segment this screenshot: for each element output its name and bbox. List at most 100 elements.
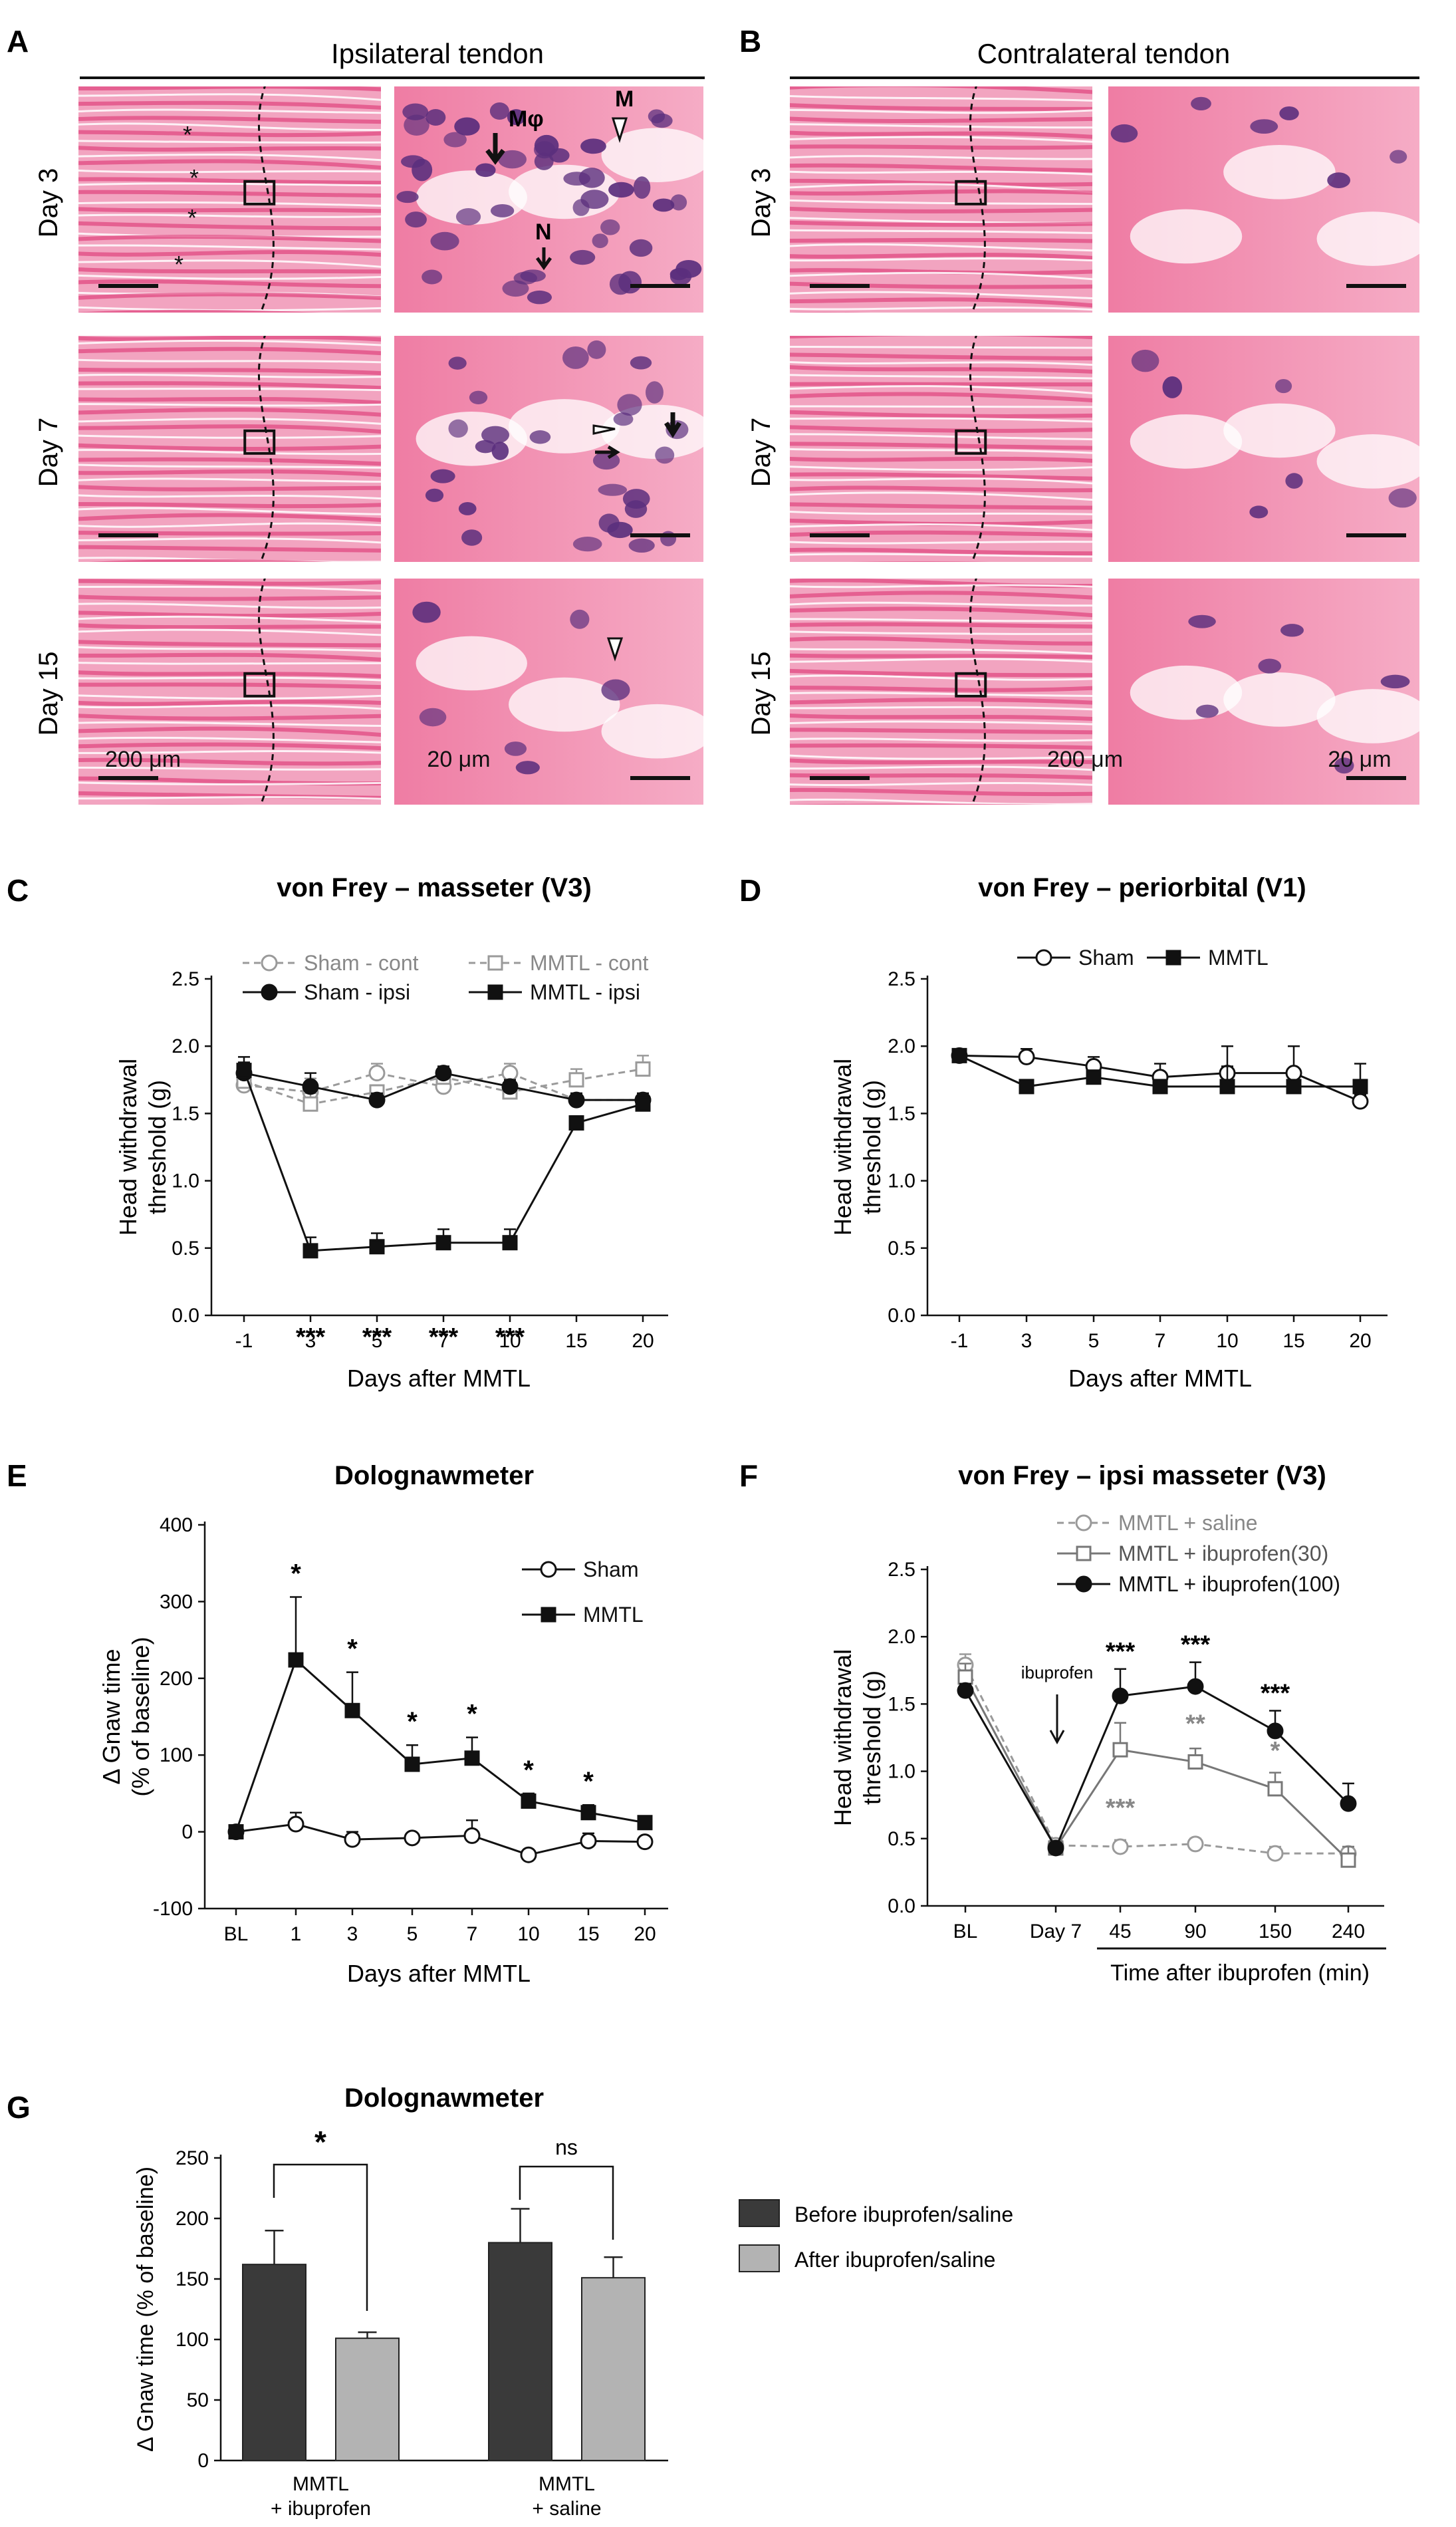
comparison-label: * <box>314 2125 326 2159</box>
x-tick-label: BL <box>953 1921 978 1942</box>
x-tick-label: 20 <box>634 1923 656 1945</box>
micrograph-content <box>1108 86 1419 313</box>
cell-nucleus <box>570 249 596 265</box>
fiber <box>790 365 1092 374</box>
x-tick-label: 3 <box>305 1330 316 1352</box>
cell-nucleus <box>630 356 652 370</box>
y-tick-label: 2.0 <box>888 1626 915 1648</box>
cell-nucleus <box>475 163 496 178</box>
matrix-gap <box>1223 403 1336 458</box>
fiber <box>848 561 991 562</box>
asterisk-marker: * <box>189 164 199 192</box>
row-label-day15-b: Day 15 <box>747 652 776 736</box>
fiber <box>790 163 1092 173</box>
fiber <box>790 601 1092 607</box>
fiber <box>78 501 381 509</box>
significance-bracket <box>273 2163 368 2311</box>
tendon-border <box>969 336 986 562</box>
fiber <box>78 585 381 592</box>
panel-letter-a: A <box>7 24 29 59</box>
series-mmtl <box>951 1047 1368 1095</box>
cell-nucleus <box>660 531 677 547</box>
fiber <box>78 485 381 491</box>
series-line <box>235 1658 646 1833</box>
matrix-gap <box>601 704 703 759</box>
fiber <box>78 182 381 187</box>
fiber <box>78 367 381 376</box>
series-line <box>964 1676 1350 1861</box>
matrix-gap <box>601 128 703 182</box>
cell-nucleus <box>458 502 477 515</box>
micrograph <box>1108 336 1419 562</box>
fiber <box>78 602 381 609</box>
micrograph-content <box>1108 336 1419 562</box>
fiber <box>72 571 388 575</box>
fiber <box>78 122 381 132</box>
series-mmtl-saline <box>957 1653 1357 1862</box>
fiber <box>790 782 1092 787</box>
significance-mark: *** <box>1106 1794 1136 1822</box>
histology-images: **** <box>72 86 1419 814</box>
fiber <box>790 502 1092 510</box>
cell-nucleus <box>489 102 509 120</box>
y-axis-label: Δ Gnaw time (% of baseline) <box>133 2167 158 2452</box>
cell-nucleus <box>607 521 633 539</box>
series-sham <box>227 1811 654 1863</box>
legend-entry: Sham <box>1017 946 1134 970</box>
fiber <box>790 108 1092 114</box>
fiber <box>790 754 1092 760</box>
x-tick-label: 5 <box>372 1330 383 1352</box>
fiber <box>790 220 1092 227</box>
cell-nucleus <box>502 280 529 297</box>
fiber <box>78 86 381 92</box>
y-tick-label: 1.5 <box>888 1103 915 1125</box>
fiber <box>790 257 1092 262</box>
fiber <box>790 312 871 313</box>
chart-F: von Frey – ipsi masseter (V3) 0.0 0.5 1.0 1.… <box>829 1461 1386 1986</box>
fiber <box>78 244 381 251</box>
fiber <box>783 322 1099 326</box>
tendon-border <box>257 336 275 562</box>
cell-nucleus <box>628 538 655 553</box>
fiber <box>783 813 1099 814</box>
fiber <box>790 144 1092 150</box>
fiber <box>78 545 381 553</box>
fiber <box>78 190 381 198</box>
fiber <box>78 662 381 665</box>
legend-entry: MMTL + ibuprofen(100) <box>1057 1572 1340 1596</box>
fiber <box>78 213 381 218</box>
fiber <box>790 297 1092 308</box>
data-point <box>636 1833 654 1851</box>
fiber <box>78 274 381 280</box>
data-point <box>236 1063 252 1079</box>
chart-title: Dolognawmeter <box>344 2083 544 2113</box>
fiber <box>78 537 381 544</box>
y-tick-label: 0 <box>182 1821 193 1843</box>
data-point <box>435 1065 452 1082</box>
fiber <box>78 742 381 751</box>
y-tick-label: 0.5 <box>888 1238 915 1260</box>
data-point <box>1340 1795 1357 1812</box>
fiber <box>78 434 381 439</box>
y-axis-label-line: threshold (g) <box>858 1670 886 1805</box>
y-tick-label: 200 <box>176 2208 209 2230</box>
data-point <box>1285 1065 1302 1082</box>
significance-mark: ** <box>1185 1710 1205 1738</box>
series-mmtl <box>228 1596 653 1840</box>
data-point <box>541 1607 556 1623</box>
mast-cell-arrowhead <box>611 117 628 144</box>
chart-title: Dolognawmeter <box>334 1461 534 1490</box>
fiber <box>790 123 1092 129</box>
data-point <box>580 1805 596 1821</box>
x-tick-label: 10 <box>499 1330 521 1352</box>
cell-nucleus <box>592 233 608 249</box>
fiber <box>790 491 1092 501</box>
cell-nucleus <box>1327 172 1351 189</box>
x-tick-label: 3 <box>347 1923 358 1945</box>
series-mmtl-ibuprofen-30- <box>957 1662 1356 1868</box>
fiber <box>78 721 381 727</box>
x-tick-label: 240 <box>1332 1921 1365 1942</box>
fiber <box>78 676 381 682</box>
cell-nucleus <box>491 442 509 460</box>
cell-nucleus <box>1380 674 1410 689</box>
